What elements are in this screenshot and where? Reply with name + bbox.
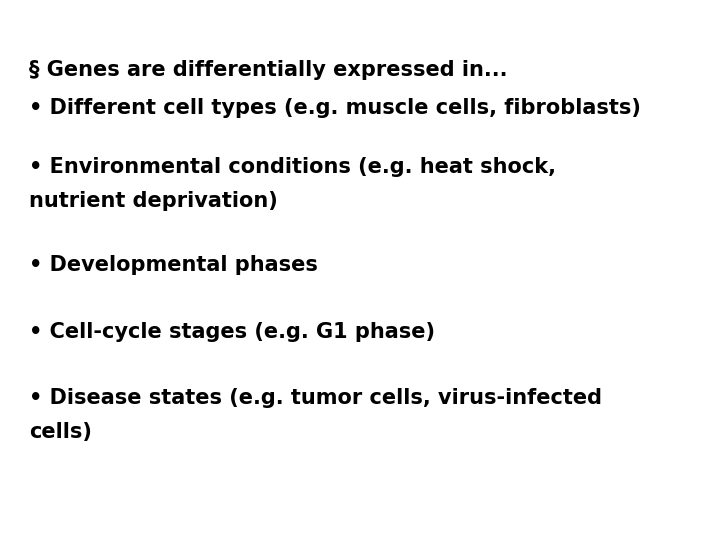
Text: § Genes are differentially expressed in...: § Genes are differentially expressed in.… <box>29 60 508 80</box>
Text: • Disease states (e.g. tumor cells, virus-infected: • Disease states (e.g. tumor cells, viru… <box>29 388 602 408</box>
Text: • Cell-cycle stages (e.g. G1 phase): • Cell-cycle stages (e.g. G1 phase) <box>29 322 435 342</box>
Text: • Environmental conditions (e.g. heat shock,: • Environmental conditions (e.g. heat sh… <box>29 157 556 178</box>
Text: • Different cell types (e.g. muscle cells, fibroblasts): • Different cell types (e.g. muscle cell… <box>29 98 641 118</box>
Text: cells): cells) <box>29 422 91 442</box>
Text: nutrient deprivation): nutrient deprivation) <box>29 191 277 211</box>
Text: • Developmental phases: • Developmental phases <box>29 254 318 275</box>
